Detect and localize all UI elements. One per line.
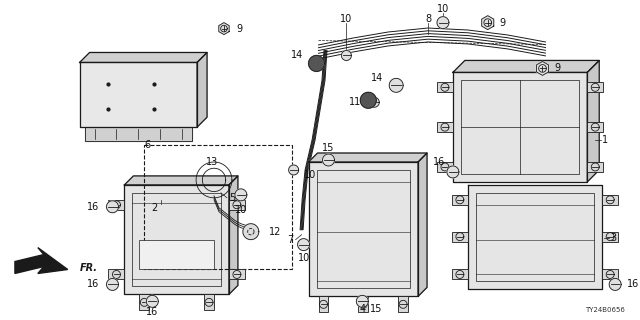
Polygon shape [453,72,588,182]
Bar [588,122,604,132]
Text: 16: 16 [87,279,100,289]
Text: 16: 16 [627,279,639,289]
Polygon shape [308,55,324,71]
Polygon shape [197,52,207,127]
Bar [452,195,468,205]
Polygon shape [453,60,599,72]
Polygon shape [360,92,376,108]
Polygon shape [482,16,494,30]
Bar [358,296,368,312]
Polygon shape [229,176,238,294]
Polygon shape [106,201,118,213]
Polygon shape [124,176,238,185]
Polygon shape [536,61,548,76]
Text: 1: 1 [602,135,609,145]
Text: 12: 12 [269,227,281,237]
Polygon shape [609,278,621,290]
Bar [602,195,618,205]
Text: 14: 14 [371,73,383,84]
Polygon shape [243,224,259,240]
Bar [437,82,453,92]
Text: 9: 9 [554,63,561,73]
Polygon shape [437,17,449,28]
Bar [452,232,468,242]
Polygon shape [341,51,351,60]
Text: 10: 10 [340,14,353,24]
Polygon shape [447,166,459,178]
Bar [229,200,245,210]
Text: 9: 9 [236,24,242,34]
Polygon shape [310,57,323,70]
Text: 7: 7 [287,235,294,244]
Polygon shape [106,278,118,290]
Polygon shape [588,60,599,182]
Bar [109,269,124,279]
Text: 16: 16 [433,157,445,167]
Text: 2: 2 [151,203,157,213]
Polygon shape [298,239,310,251]
Bar [437,122,453,132]
Text: 5: 5 [229,193,235,203]
Text: 3: 3 [610,233,616,243]
Polygon shape [79,52,207,62]
Bar [602,232,618,242]
Bar [602,269,618,279]
Bar [319,296,328,312]
Bar [317,170,410,288]
Polygon shape [308,162,418,296]
Bar [140,240,214,269]
Bar [145,145,292,269]
Bar [204,294,214,310]
Polygon shape [308,153,427,162]
Bar [588,82,604,92]
Bar [437,162,453,172]
Text: 11: 11 [349,97,362,107]
Text: 16: 16 [146,307,159,317]
Text: 10: 10 [303,170,316,180]
Text: 13: 13 [206,157,218,167]
Bar [109,200,124,210]
Polygon shape [418,153,427,296]
Bar [452,269,468,279]
Polygon shape [369,97,380,107]
Polygon shape [124,185,229,294]
Bar [461,80,579,174]
Text: 4: 4 [359,304,365,314]
Text: 8: 8 [425,14,431,24]
Bar [398,296,408,312]
Text: 6: 6 [144,140,150,150]
Text: 10: 10 [298,252,310,262]
Text: 14: 14 [291,51,303,60]
Text: 16: 16 [87,202,100,212]
Polygon shape [15,248,68,274]
Text: 10: 10 [437,4,449,14]
Polygon shape [289,165,299,175]
Polygon shape [323,154,335,166]
Polygon shape [468,185,602,289]
Text: FR.: FR. [79,262,98,273]
Text: TY24B0656: TY24B0656 [585,307,625,313]
Polygon shape [389,78,403,92]
Polygon shape [235,189,247,201]
Bar [132,193,221,286]
Bar [229,269,245,279]
Bar [476,193,595,281]
Bar [140,294,149,310]
Polygon shape [356,295,368,307]
Text: 15: 15 [371,304,383,314]
Polygon shape [147,295,158,307]
Polygon shape [219,23,229,35]
Polygon shape [84,127,192,141]
Text: 9: 9 [500,18,506,28]
Bar [588,162,604,172]
Text: 15: 15 [323,143,335,153]
Polygon shape [79,62,197,127]
Text: 10: 10 [235,205,247,215]
